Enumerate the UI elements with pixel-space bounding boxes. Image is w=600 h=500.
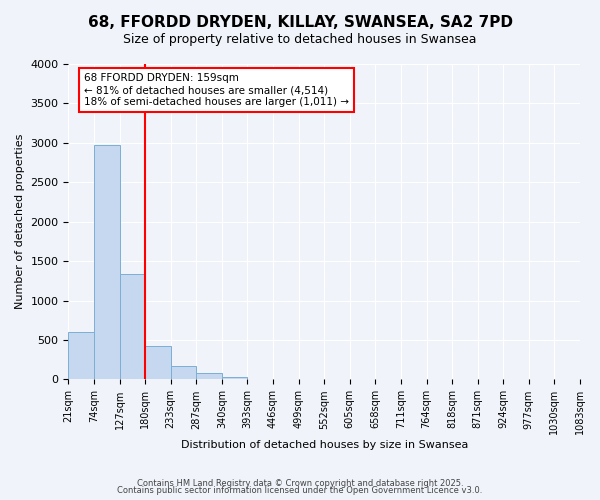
Bar	[68, 332, 94, 380]
Text: 68 FFORDD DRYDEN: 159sqm
← 81% of detached houses are smaller (4,514)
18% of sem: 68 FFORDD DRYDEN: 159sqm ← 81% of detach…	[84, 74, 349, 106]
Bar	[196, 373, 222, 380]
Bar	[171, 366, 196, 380]
Bar	[145, 346, 171, 380]
Text: 68, FFORDD DRYDEN, KILLAY, SWANSEA, SA2 7PD: 68, FFORDD DRYDEN, KILLAY, SWANSEA, SA2 …	[88, 15, 512, 30]
Text: Contains public sector information licensed under the Open Government Licence v3: Contains public sector information licen…	[118, 486, 482, 495]
Y-axis label: Number of detached properties: Number of detached properties	[15, 134, 25, 310]
Text: Size of property relative to detached houses in Swansea: Size of property relative to detached ho…	[123, 32, 477, 46]
Bar	[94, 145, 119, 380]
X-axis label: Distribution of detached houses by size in Swansea: Distribution of detached houses by size …	[181, 440, 468, 450]
Text: Contains HM Land Registry data © Crown copyright and database right 2025.: Contains HM Land Registry data © Crown c…	[137, 478, 463, 488]
Bar	[119, 274, 145, 380]
Bar	[222, 377, 247, 380]
